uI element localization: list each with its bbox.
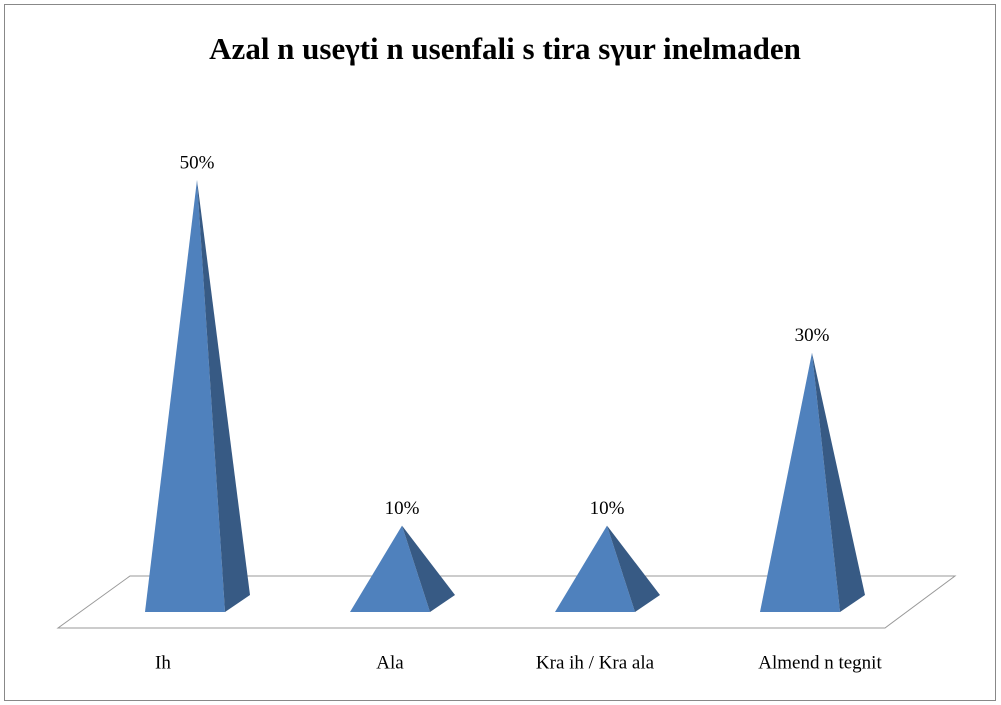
plot — [145, 180, 865, 612]
value-label: 50% — [180, 152, 215, 173]
value-label: 10% — [385, 498, 420, 519]
x-tick-label: Almend n tegnit — [758, 652, 882, 673]
x-tick-label: Ala — [376, 652, 404, 673]
chart-title: Azal n useγti n usenfali s tira sγur ine… — [209, 31, 801, 66]
pyramid — [145, 180, 250, 612]
pyramid-side — [402, 525, 455, 612]
x-tick-label: Kra ih / Kra ala — [536, 652, 655, 673]
pyramid-side — [197, 180, 250, 612]
pyramid — [350, 525, 455, 612]
value-label: 30% — [795, 325, 830, 346]
value-label: 10% — [590, 498, 625, 519]
pyramid-front — [145, 180, 225, 612]
pyramid-front — [760, 352, 840, 612]
pyramid-side — [812, 352, 865, 612]
pyramid-side — [607, 525, 660, 612]
x-tick-label: Ih — [155, 652, 171, 673]
pyramid-front — [555, 525, 635, 612]
pyramid-front — [350, 525, 430, 612]
pyramid — [760, 352, 865, 612]
floor — [56, 575, 957, 629]
pyramid — [555, 525, 660, 612]
